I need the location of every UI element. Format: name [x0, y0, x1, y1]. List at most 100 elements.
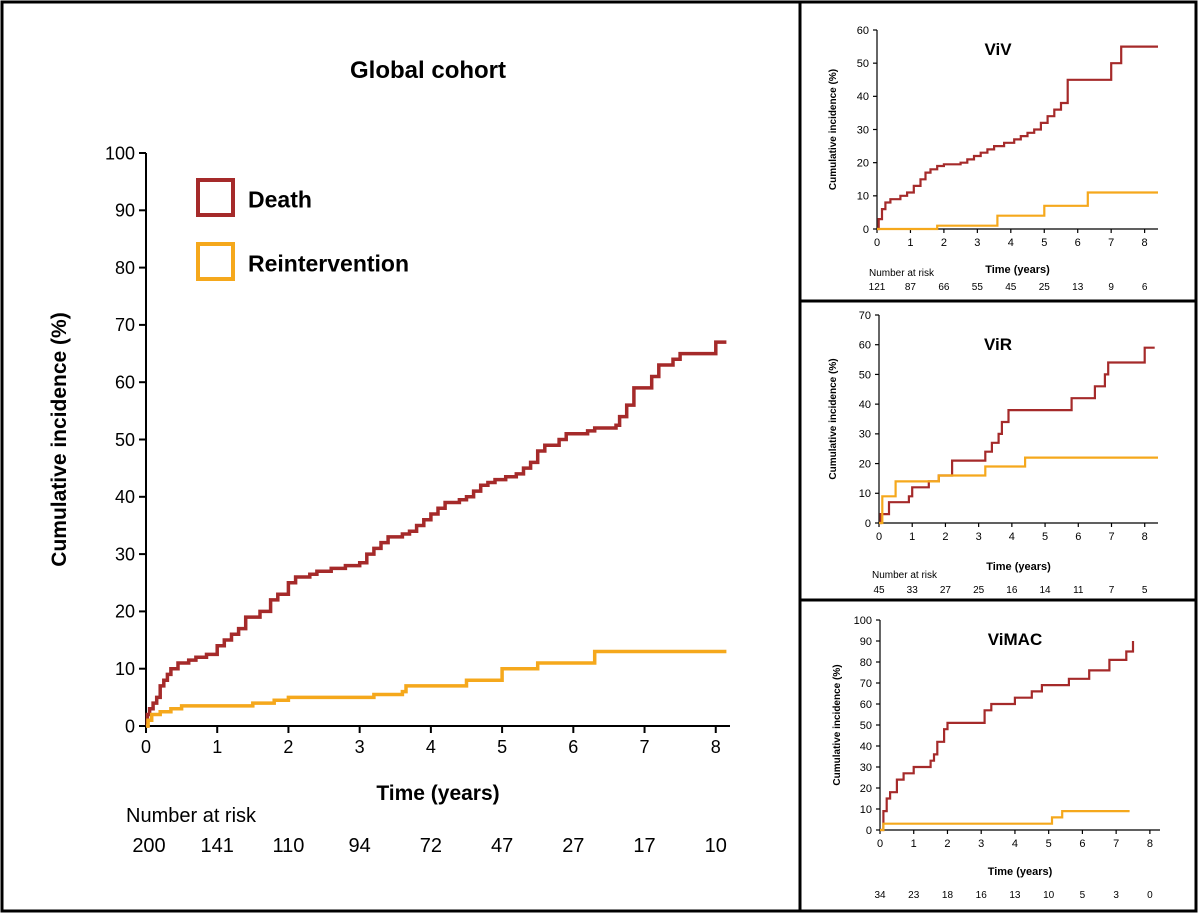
vir-risk-value: 5	[1142, 585, 1148, 596]
vir-y-axis-label: Cumulative incidence (%)	[828, 358, 839, 479]
global-risk-value: 110	[272, 835, 304, 857]
vimac-x-tick-label: 3	[978, 838, 984, 850]
vir-reintervention-curve	[879, 456, 1158, 525]
vimac-x-tick-label: 6	[1079, 838, 1085, 850]
vimac-y-tick-label: 30	[860, 762, 872, 774]
vimac-risk-value: 10	[1043, 890, 1055, 901]
vir-x-tick-label: 7	[1108, 531, 1114, 543]
vimac-y-tick-label: 0	[866, 825, 872, 837]
vimac-risk-value: 0	[1147, 890, 1153, 901]
global-risk-value: 200	[132, 835, 165, 857]
vimac-y-tick-label: 10	[860, 804, 872, 816]
vimac-y-tick-label: 50	[860, 720, 872, 732]
global-risk-value: 141	[201, 835, 234, 857]
vir-risk-value: 27	[940, 585, 952, 596]
vir-x-tick-label: 6	[1075, 531, 1081, 543]
viv-x-tick-label: 7	[1108, 237, 1114, 249]
global-risk-value: 47	[491, 835, 513, 857]
vimac-x-tick-label: 5	[1046, 838, 1052, 850]
viv-risk-value: 87	[905, 282, 917, 293]
vimac-reintervention-curve	[880, 810, 1130, 832]
global-x-tick-label: 3	[355, 737, 365, 757]
viv-risk-value: 121	[869, 282, 886, 293]
viv-risk-value: 6	[1142, 282, 1148, 293]
vir-y-tick-label: 70	[859, 310, 871, 322]
viv-x-axis-label: Time (years)	[985, 264, 1050, 276]
global-risk-value: 94	[349, 835, 371, 857]
viv-risk-value: 13	[1072, 282, 1084, 293]
global-y-axis-label: Cumulative incidence (%)	[48, 312, 71, 566]
vimac-y-tick-label: 100	[854, 615, 872, 627]
viv-x-tick-label: 0	[874, 237, 880, 249]
viv-x-tick-label: 4	[1008, 237, 1014, 249]
viv-y-tick-label: 0	[863, 224, 869, 236]
global-cohort-chart: Global cohort 0 10 20 30 40 50 60 70 80 90 100 0 1 2 3 4…	[48, 57, 730, 857]
global-x-axis-label: Time (years)	[376, 782, 499, 805]
vimac-y-tick-label: 60	[860, 699, 872, 711]
global-x-tick-label: 8	[711, 737, 721, 757]
vimac-y-tick-label: 90	[860, 636, 872, 648]
vir-x-tick-label: 3	[976, 531, 982, 543]
global-x-tick-label: 6	[568, 737, 578, 757]
vir-x-tick-label: 5	[1042, 531, 1048, 543]
global-risk-value: 27	[562, 835, 584, 857]
viv-reintervention-curve	[877, 191, 1158, 231]
vimac-y-tick-label: 40	[860, 741, 872, 753]
viv-y-tick-label: 10	[857, 191, 869, 203]
global-y-tick-label: 20	[115, 602, 135, 622]
global-death-curve	[145, 340, 727, 728]
global-y-tick-label: 80	[115, 258, 135, 278]
vir-death-curve	[879, 346, 1155, 525]
vimac-x-tick-label: 0	[877, 838, 883, 850]
vimac-y-tick-label: 80	[860, 657, 872, 669]
viv-y-tick-label: 20	[857, 158, 869, 170]
vir-y-tick-label: 30	[859, 429, 871, 441]
global-y-tick-label: 10	[115, 659, 135, 679]
global-y-tick-label: 0	[125, 716, 135, 736]
vir-y-tick-label: 0	[865, 518, 871, 530]
vimac-risk-value: 5	[1080, 890, 1086, 901]
viv-y-tick-label: 60	[857, 25, 869, 37]
vimac-risk-value: 18	[942, 890, 954, 901]
global-reintervention-curve	[146, 649, 727, 728]
global-x-tick-label: 2	[283, 737, 293, 757]
vimac-x-tick-label: 2	[944, 838, 950, 850]
legend-swatch-death	[196, 178, 235, 217]
vimac-risk-value: 3	[1113, 890, 1119, 901]
viv-risk-value: 9	[1108, 282, 1114, 293]
vir-x-tick-label: 0	[876, 531, 882, 543]
global-x-tick-label: 7	[640, 737, 650, 757]
global-x-tick-label: 4	[426, 737, 436, 757]
vir-x-tick-label: 4	[1009, 531, 1015, 543]
vir-risk-value: 16	[1006, 585, 1018, 596]
global-x-tick-label: 0	[141, 737, 151, 757]
vir-y-tick-label: 40	[859, 399, 871, 411]
viv-x-tick-label: 1	[907, 237, 913, 249]
vir-x-tick-label: 8	[1142, 531, 1148, 543]
vir-risk-value: 7	[1109, 585, 1115, 596]
vimac-x-tick-label: 7	[1113, 838, 1119, 850]
vimac-panel-frame	[798, 598, 1198, 913]
legend-swatch-reintervention	[196, 242, 235, 281]
vimac-x-axis-label: Time (years)	[988, 866, 1053, 878]
vimac-title: ViMAC	[988, 630, 1042, 649]
legend-label-reintervention: Reintervention	[248, 250, 409, 276]
global-risk-value: 17	[633, 835, 655, 857]
viv-risk-label: Number at risk	[869, 268, 935, 279]
global-x-tick-label: 1	[212, 737, 222, 757]
legend-label-death: Death	[248, 186, 312, 212]
vir-x-tick-label: 1	[909, 531, 915, 543]
vir-title: ViR	[984, 335, 1012, 354]
global-y-tick-label: 30	[115, 544, 135, 564]
global-risk-value: 72	[420, 835, 442, 857]
vimac-y-tick-label: 20	[860, 783, 872, 795]
vir-y-tick-label: 60	[859, 340, 871, 352]
global-y-tick-label: 60	[115, 373, 135, 393]
vimac-risk-value: 13	[1009, 890, 1021, 901]
vir-y-tick-label: 10	[859, 488, 871, 500]
global-y-tick-label: 70	[115, 315, 135, 335]
vimac-y-tick-label: 70	[860, 678, 872, 690]
